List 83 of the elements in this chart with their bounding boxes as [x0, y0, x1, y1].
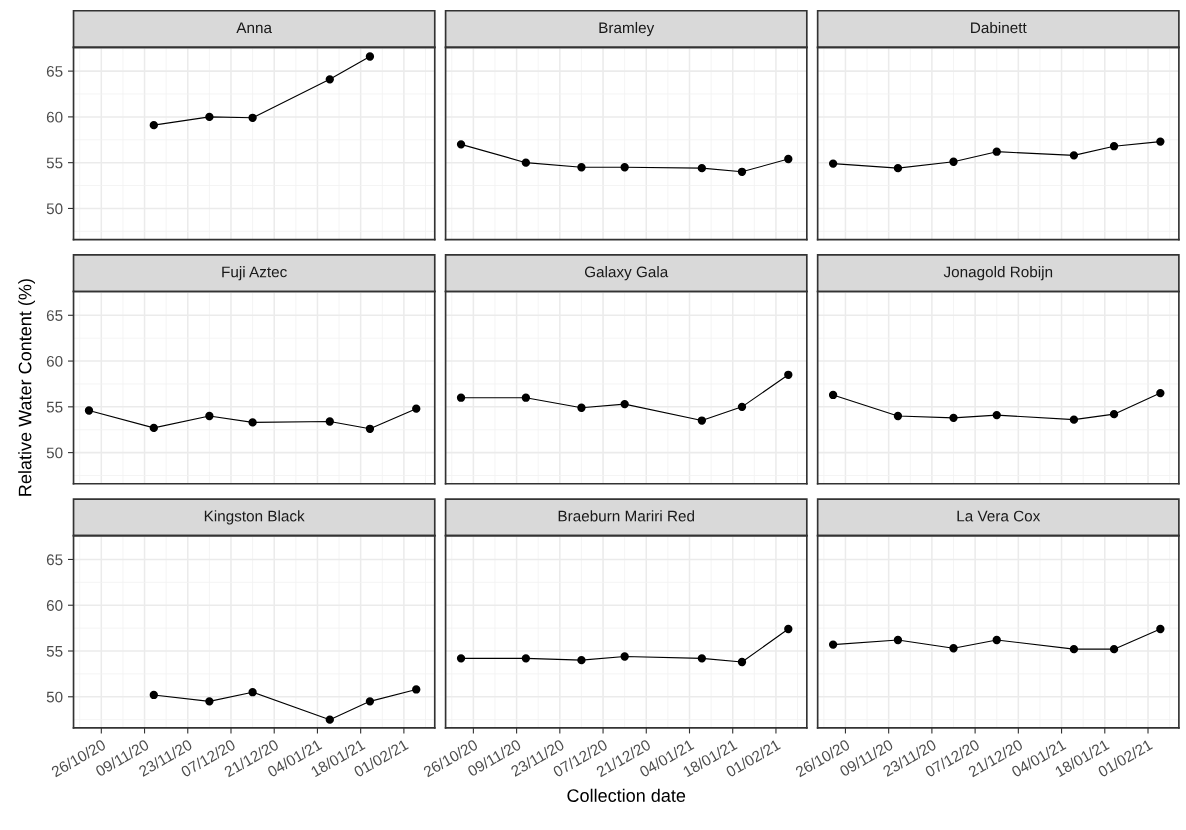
point [949, 157, 958, 166]
chart-title: Fuji Aztec [222, 266, 287, 281]
point [149, 690, 158, 700]
point [325, 715, 334, 724]
point [737, 402, 747, 411]
point [577, 163, 586, 172]
point [697, 163, 707, 173]
point [828, 640, 838, 649]
point [577, 403, 586, 412]
chart-title: Jonagold Robijn [943, 266, 1053, 281]
point [620, 163, 629, 172]
y-tick-label: 65 [46, 65, 63, 77]
point [248, 418, 257, 427]
point [412, 404, 421, 413]
y-tick-label: 65 [46, 310, 63, 321]
point [1109, 645, 1119, 654]
point [1156, 137, 1165, 146]
point [521, 654, 531, 663]
point [893, 411, 903, 421]
point [828, 390, 838, 400]
point [456, 654, 466, 663]
point [521, 393, 531, 402]
point [365, 52, 375, 61]
point [521, 158, 531, 167]
point [1156, 624, 1165, 634]
point [577, 655, 586, 665]
point [828, 159, 838, 168]
chart-title: La Vera Cox [957, 510, 1041, 522]
point [1109, 409, 1119, 419]
chart-title: Kingston Black [204, 510, 305, 525]
point [784, 624, 793, 634]
y-tick-label: 55 [46, 401, 63, 413]
y-tick-label: 50 [46, 691, 63, 703]
chart-title: Anna [236, 22, 272, 34]
point [620, 652, 629, 661]
point [205, 697, 214, 706]
y-tick-label: 50 [46, 203, 63, 215]
point [456, 393, 466, 402]
point [1109, 142, 1119, 151]
y-tick-label: 55 [46, 157, 63, 169]
y-tick-label: 55 [46, 646, 63, 657]
point [248, 113, 257, 122]
chart-title: Braeburn Mariri Red [558, 510, 694, 522]
point [205, 411, 214, 421]
point [737, 657, 747, 667]
point [365, 697, 375, 706]
point [992, 635, 1001, 645]
y-tick-label: 60 [46, 355, 63, 367]
point [949, 644, 958, 653]
chart-title: Dabinett [971, 21, 1027, 34]
point [325, 417, 334, 426]
point [949, 413, 958, 422]
point [1069, 151, 1079, 160]
point [456, 140, 466, 149]
point [893, 163, 903, 173]
point [84, 406, 94, 415]
point [697, 416, 707, 425]
point [365, 424, 375, 433]
point [248, 688, 257, 697]
point [620, 399, 629, 409]
point [325, 75, 334, 84]
point [737, 167, 747, 176]
point [784, 154, 793, 164]
y-tick-label: 50 [46, 447, 63, 459]
point [992, 410, 1001, 420]
point [1156, 388, 1165, 398]
point [149, 423, 158, 433]
point [205, 112, 214, 122]
point [149, 120, 158, 130]
point [992, 147, 1001, 156]
x-axis-title: Collection date [567, 788, 686, 802]
chart-title: Bramley [599, 21, 655, 37]
point [412, 685, 421, 694]
chart-title: Galaxy Gala [584, 266, 669, 281]
y-tick-label: 65 [46, 554, 63, 566]
point [697, 654, 707, 663]
point [1069, 645, 1079, 654]
point [1069, 415, 1079, 424]
point [784, 370, 793, 379]
point [893, 635, 903, 645]
y-tick-label: 60 [46, 600, 63, 611]
y-tick-label: 60 [46, 111, 63, 123]
y-axis-title: Relative Water Content (%) [18, 279, 35, 496]
